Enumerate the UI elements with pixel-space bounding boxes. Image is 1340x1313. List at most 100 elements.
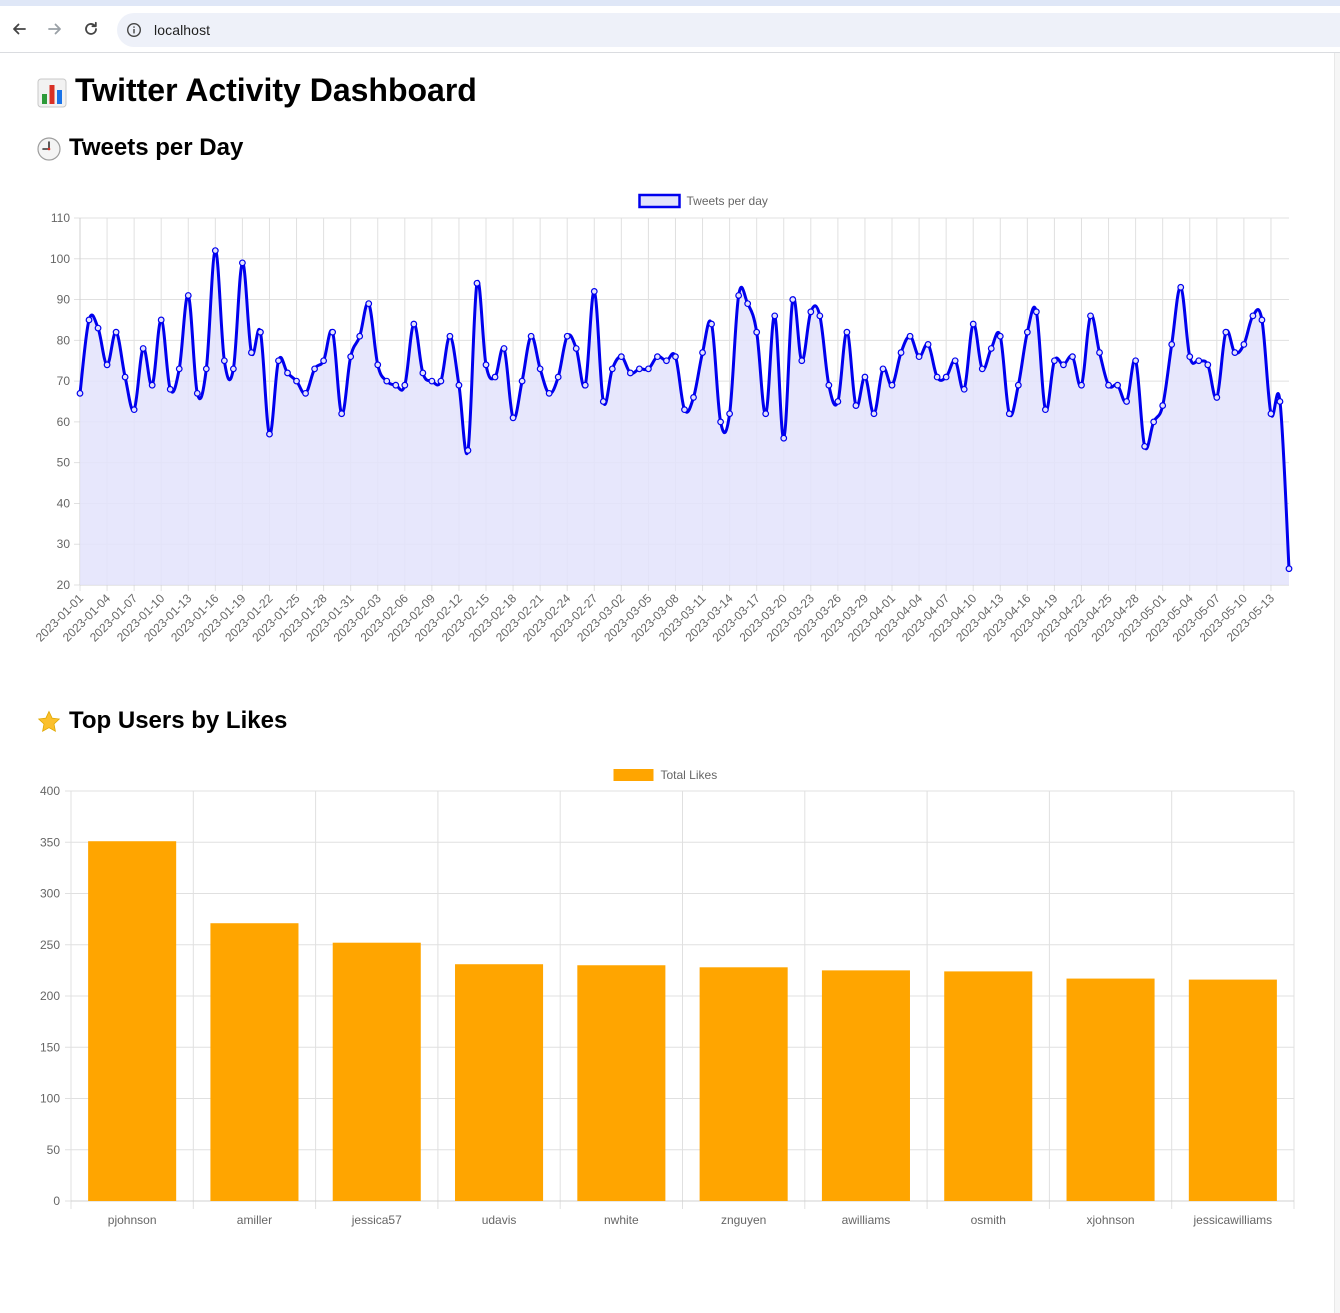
data-point bbox=[76, 389, 84, 397]
data-point bbox=[1195, 357, 1203, 365]
data-point bbox=[166, 385, 174, 393]
y-tick-label: 110 bbox=[51, 211, 70, 225]
back-button[interactable] bbox=[7, 17, 31, 41]
data-point bbox=[572, 345, 580, 352]
data-point bbox=[365, 300, 373, 308]
data-point bbox=[446, 332, 454, 340]
data-point bbox=[942, 373, 950, 381]
scrollbar[interactable] bbox=[1334, 53, 1340, 1313]
data-point bbox=[843, 328, 851, 336]
arrow-right-icon bbox=[48, 23, 61, 35]
data-point bbox=[545, 389, 553, 397]
y-tick-label: 50 bbox=[57, 456, 71, 470]
x-tick-label: znguyen bbox=[721, 1213, 766, 1227]
y-tick-label: 20 bbox=[57, 578, 71, 592]
data-point bbox=[1087, 312, 1094, 320]
y-tick-label: 40 bbox=[57, 496, 71, 510]
data-point bbox=[130, 406, 138, 414]
data-point bbox=[617, 353, 625, 361]
data-point bbox=[735, 292, 743, 299]
address-bar[interactable]: localhost bbox=[117, 13, 1340, 47]
data-point bbox=[771, 312, 779, 320]
data-point bbox=[654, 353, 661, 361]
data-point bbox=[1168, 341, 1176, 348]
data-point bbox=[599, 398, 607, 405]
data-point bbox=[473, 279, 481, 287]
data-point bbox=[1213, 394, 1221, 401]
x-tick-label: xjohnson bbox=[1087, 1213, 1135, 1227]
y-tick-label: 90 bbox=[57, 293, 71, 307]
data-point bbox=[302, 389, 309, 397]
window-top-strip bbox=[0, 0, 1340, 6]
data-point bbox=[392, 381, 400, 389]
data-point bbox=[762, 410, 770, 418]
x-tick-label: nwhite bbox=[604, 1213, 639, 1227]
data-point bbox=[1023, 328, 1031, 336]
data-point bbox=[672, 353, 679, 361]
data-point bbox=[266, 430, 273, 438]
data-point bbox=[428, 377, 436, 385]
legend-label: Tweets per day bbox=[687, 194, 768, 208]
tweets-per-day-chart: Tweets per day20304050607080901001102023… bbox=[33, 193, 1293, 645]
data-point bbox=[978, 365, 986, 373]
data-point bbox=[211, 247, 219, 255]
data-point bbox=[780, 434, 788, 442]
top-users-heading: Top Users by Likes bbox=[37, 707, 287, 735]
data-point bbox=[1123, 398, 1130, 405]
data-point bbox=[563, 332, 571, 340]
x-tick-label: awilliams bbox=[842, 1213, 891, 1227]
bar-awilliams bbox=[821, 970, 910, 1201]
data-point bbox=[257, 328, 264, 336]
bar-osmith bbox=[944, 971, 1033, 1201]
data-point bbox=[987, 345, 995, 352]
url-text[interactable]: localhost bbox=[154, 22, 211, 38]
data-point bbox=[1078, 381, 1085, 389]
data-point bbox=[284, 369, 291, 377]
y-tick-label: 60 bbox=[57, 415, 71, 429]
site-info-icon[interactable] bbox=[125, 21, 143, 39]
data-point bbox=[789, 296, 797, 303]
data-point bbox=[753, 328, 761, 336]
clock-icon bbox=[37, 137, 61, 161]
y-tick-label: 100 bbox=[40, 1092, 60, 1106]
data-point bbox=[103, 361, 111, 369]
forward-button[interactable] bbox=[43, 17, 67, 41]
data-point bbox=[202, 365, 210, 373]
data-point bbox=[807, 308, 815, 316]
data-point bbox=[184, 292, 192, 299]
data-point bbox=[915, 353, 923, 361]
bar-xjohnson bbox=[1066, 978, 1155, 1201]
data-point bbox=[121, 373, 129, 381]
legend-swatch bbox=[613, 769, 654, 781]
data-point bbox=[229, 365, 237, 373]
data-point bbox=[527, 332, 535, 340]
data-point bbox=[933, 373, 941, 381]
data-point bbox=[852, 402, 860, 409]
data-point bbox=[401, 381, 409, 389]
y-tick-label: 350 bbox=[40, 835, 60, 849]
data-point bbox=[139, 345, 147, 352]
data-point bbox=[1204, 361, 1212, 369]
data-point bbox=[1177, 283, 1185, 291]
data-point bbox=[690, 394, 697, 401]
data-point bbox=[518, 377, 526, 385]
data-point bbox=[825, 381, 833, 389]
page-title-text: Twitter Activity Dashboard bbox=[75, 72, 477, 108]
data-point bbox=[374, 361, 382, 369]
data-point bbox=[491, 373, 499, 381]
top-users-heading-text: Top Users by Likes bbox=[69, 707, 288, 734]
x-tick-label: jessica57 bbox=[351, 1213, 402, 1227]
reload-button[interactable] bbox=[79, 17, 103, 41]
y-tick-label: 70 bbox=[57, 374, 71, 388]
y-tick-label: 250 bbox=[40, 938, 60, 952]
data-point bbox=[1014, 381, 1022, 389]
tweets-per-day-heading-text: Tweets per Day bbox=[69, 134, 244, 161]
data-point bbox=[635, 365, 643, 373]
data-point bbox=[681, 406, 688, 414]
y-tick-label: 200 bbox=[40, 989, 60, 1003]
y-tick-label: 80 bbox=[57, 333, 71, 347]
data-point bbox=[85, 316, 93, 324]
data-point bbox=[383, 377, 391, 385]
data-point bbox=[410, 320, 418, 328]
data-point bbox=[536, 365, 544, 373]
